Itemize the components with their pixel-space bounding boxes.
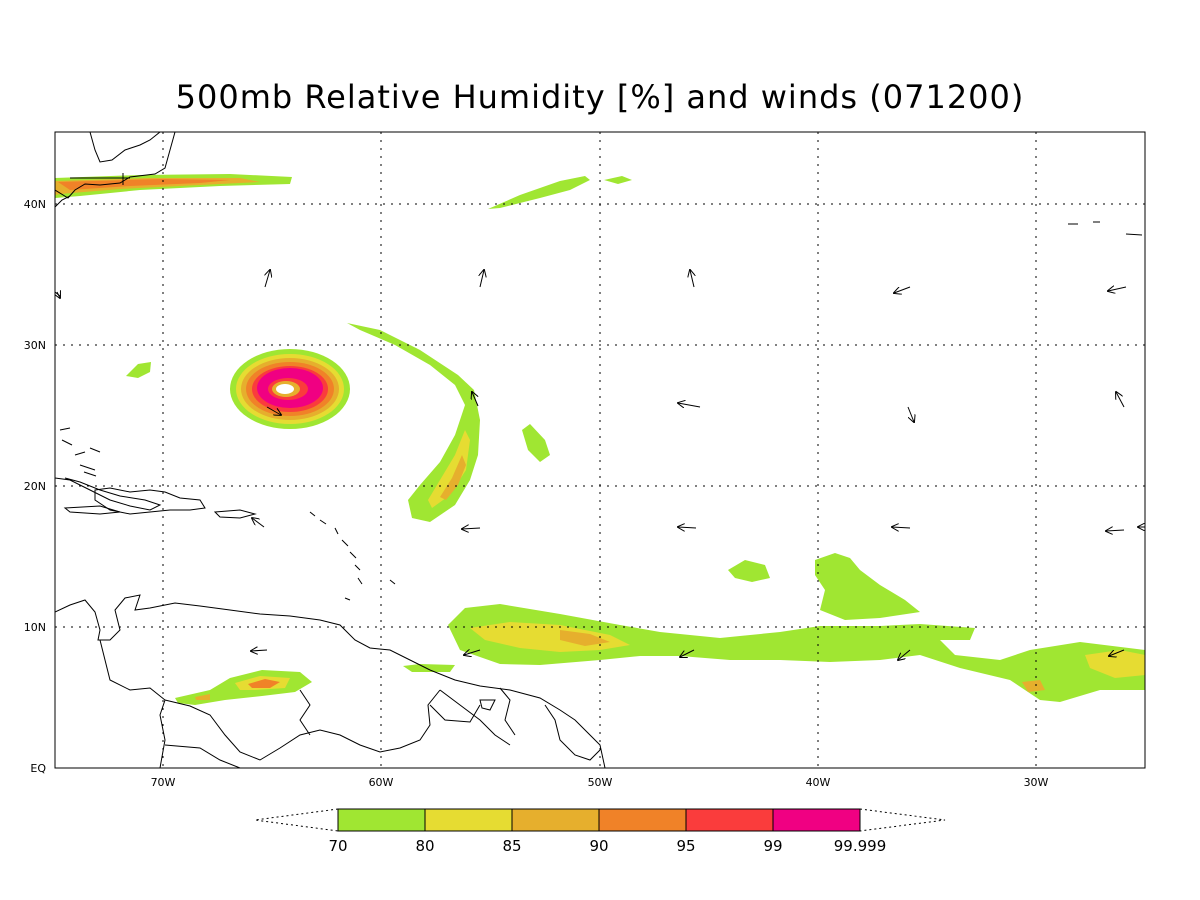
map-title: 500mb Relative Humidity [%] and winds (0… bbox=[175, 78, 1025, 116]
lon-label: 70W bbox=[151, 776, 176, 789]
lon-label: 40W bbox=[806, 776, 831, 789]
colorbar-swatch bbox=[598, 808, 687, 832]
lat-label: EQ bbox=[30, 762, 46, 775]
colorbar: 70 80 85 90 95 99 99.999 bbox=[254, 808, 946, 855]
colorbar-left-arrow bbox=[254, 808, 339, 832]
colorbar-label: 85 bbox=[502, 837, 521, 855]
colorbar-swatch bbox=[424, 808, 513, 832]
longitude-labels: 70W 60W 50W 40W 30W bbox=[151, 776, 1049, 789]
rh-blob-east bbox=[815, 553, 920, 620]
colorbar-label: 80 bbox=[415, 837, 434, 855]
wind-vectors bbox=[57, 270, 1145, 660]
colorbar-label: 99 bbox=[763, 837, 782, 855]
colorbar-swatch bbox=[337, 808, 426, 832]
colorbar-label: 70 bbox=[328, 837, 347, 855]
colorbar-label: 90 bbox=[589, 837, 608, 855]
colorbar-end-label: 99.999 bbox=[834, 837, 887, 855]
lat-label: 20N bbox=[24, 480, 46, 493]
lat-label: 10N bbox=[24, 621, 46, 634]
lat-label: 30N bbox=[24, 339, 46, 352]
rh-itcz-band bbox=[448, 604, 1145, 702]
lat-label: 40N bbox=[24, 198, 46, 211]
hurricane-humidity-ring bbox=[230, 349, 350, 429]
colorbar-swatch bbox=[772, 808, 861, 832]
rh-curved-band bbox=[347, 323, 480, 522]
colorbar-label: 95 bbox=[676, 837, 695, 855]
lon-label: 60W bbox=[369, 776, 394, 789]
lon-label: 50W bbox=[588, 776, 613, 789]
map-frame bbox=[54, 131, 1146, 769]
colorbar-right-arrow bbox=[859, 808, 946, 832]
colorbar-swatch bbox=[511, 808, 600, 832]
humidity-fields bbox=[55, 174, 1145, 705]
coastlines bbox=[55, 132, 1143, 768]
colorbar-swatch bbox=[685, 808, 774, 832]
lon-label: 30W bbox=[1024, 776, 1049, 789]
lat-lon-grid bbox=[55, 132, 1145, 768]
rh-streak-north bbox=[488, 176, 590, 209]
latitude-labels: 40N 30N 20N 10N EQ bbox=[24, 198, 47, 775]
